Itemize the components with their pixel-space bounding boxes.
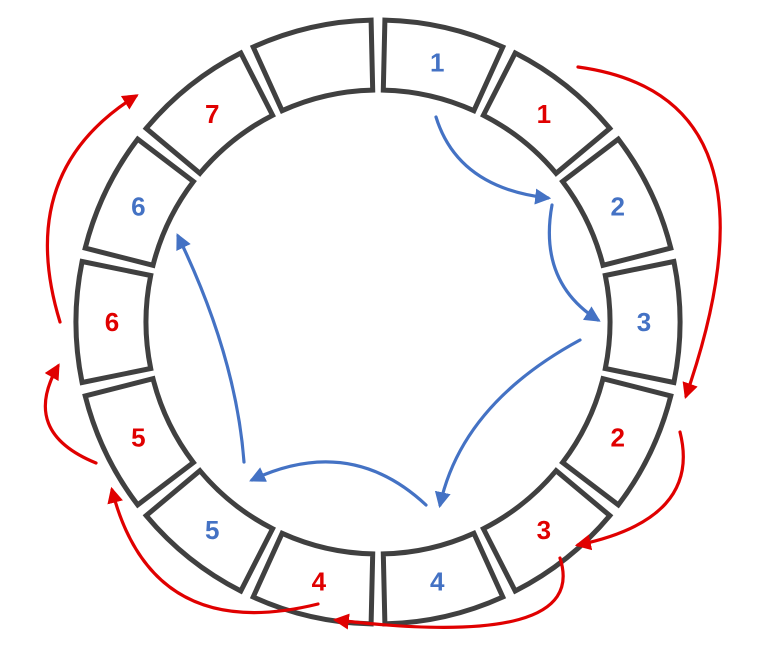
blue-arrow: [434, 115, 552, 205]
red-arrow: [576, 65, 722, 400]
ring-segment: [559, 135, 674, 269]
red-segment-label: 2: [610, 422, 624, 452]
red-segment-label: 6: [105, 307, 119, 337]
ring-segment: [602, 258, 683, 386]
red-segment-label: 5: [131, 422, 145, 452]
blue-segment-label: 5: [205, 515, 219, 545]
ring-segment: [380, 17, 507, 115]
ring-segment: [142, 467, 276, 595]
blue-segment-label: 6: [131, 192, 145, 222]
blue-segment-label: 4: [430, 566, 445, 596]
blue-segment-label: 3: [637, 307, 651, 337]
ring-segment: [480, 49, 614, 177]
red-segment-label: 1: [537, 99, 551, 129]
blue-arrow: [176, 233, 246, 464]
blue-segment-label: 1: [430, 48, 444, 78]
blue-arrow: [249, 460, 428, 507]
red-segment-label: 3: [537, 515, 551, 545]
ring-segment: [249, 17, 376, 115]
ring-segment: [559, 375, 674, 509]
red-arrow: [332, 556, 565, 630]
red-arrow: [574, 430, 685, 551]
blue-arrows: [176, 115, 601, 509]
ring-segments: 1 1 2 3 2 3 4 4 5 5 6 6 7: [73, 17, 683, 627]
ring-segment: [82, 135, 197, 269]
red-arrow: [107, 486, 320, 615]
ring-segment: [73, 258, 154, 386]
ring-segment: [142, 49, 276, 177]
red-segment-label: 7: [205, 99, 219, 129]
ring-segment: [82, 375, 197, 509]
blue-arrow: [434, 338, 582, 509]
blue-arrow: [547, 203, 601, 322]
red-arrow: [45, 94, 139, 324]
blue-segment-label: 2: [610, 192, 624, 222]
red-arrows: [43, 65, 722, 630]
red-segment-label: 4: [312, 566, 327, 596]
ring-segment: [380, 529, 507, 627]
red-arrow: [43, 363, 98, 465]
